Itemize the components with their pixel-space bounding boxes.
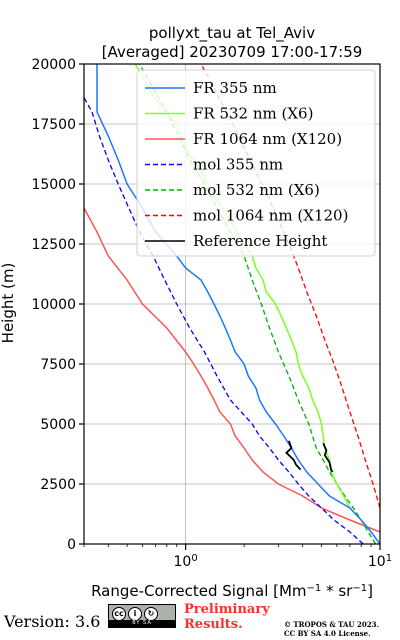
series-line [200, 63, 381, 509]
series-line [83, 97, 364, 545]
series-line [285, 440, 302, 471]
series-line [83, 207, 381, 533]
x-tick-label-base: 10 [368, 554, 386, 570]
footer: Version: 3.6 cc i ↻ BY SA Preliminary Re… [0, 600, 400, 640]
x-axis-label-exp2: −1 [352, 583, 367, 594]
x-axis-label-end: ] [367, 582, 373, 600]
legend-label: FR 355 nm [193, 79, 277, 97]
y-tick-label: 10000 [31, 297, 76, 313]
cc-icons: cc i ↻ [112, 607, 158, 621]
chart: pollyxt_tau at Tel_Aviv [Averaged] 20230… [0, 24, 392, 600]
copyright-line1: © TROPOS & TAU 2023. [284, 620, 379, 629]
y-tick-label: 12500 [31, 237, 76, 253]
cc-sa-icon: ↻ [144, 607, 158, 621]
cc-logo-icon: cc [112, 607, 126, 621]
chart-title-line1: pollyxt_tau at Tel_Aviv [149, 24, 315, 43]
cc-by-icon: i [128, 607, 142, 621]
x-tick-label-exp: 0 [191, 553, 197, 564]
legend: FR 355 nm FR 532 nm (X6) FR 1064 nm (X120)… [136, 69, 376, 257]
y-tick-label: 7500 [40, 357, 76, 373]
legend-label: Reference Height [193, 232, 327, 250]
x-axis-label-main: Range-Corrected Signal [Mm [91, 582, 306, 600]
legend-label: mol 355 nm [193, 156, 283, 174]
legend-label: FR 532 nm (X6) [193, 105, 313, 123]
preliminary-line2: Results. [184, 617, 243, 632]
x-axis-label: Range-Corrected Signal [Mm−1 * sr−1] [91, 582, 373, 600]
x-tick-label-base: 10 [174, 554, 192, 570]
x-tick-label: 100 [174, 553, 198, 571]
y-axis-label: Height (m) [0, 263, 17, 344]
x-tick-label: 101 [368, 553, 392, 571]
cc-license-badge[interactable]: cc i ↻ BY SA [108, 604, 176, 628]
y-tick-label: 5000 [40, 417, 76, 433]
x-axis-label-mid: * sr [321, 582, 353, 600]
copyright: © TROPOS & TAU 2023. CC BY SA 4.0 Licens… [284, 620, 379, 638]
legend-label: mol 1064 nm (X120) [193, 207, 348, 225]
legend-label: mol 532 nm (X6) [193, 181, 320, 199]
series-line [96, 64, 381, 545]
preliminary-note: Preliminary Results. [184, 602, 270, 632]
legend-label: FR 1064 nm (X120) [193, 130, 342, 148]
legend-box [136, 69, 376, 257]
copyright-line2: CC BY SA 4.0 License. [284, 629, 371, 638]
y-tick-label: 17500 [31, 117, 76, 133]
series-line [322, 442, 334, 473]
preliminary-line1: Preliminary [184, 602, 270, 617]
x-axis-label-exp1: −1 [307, 583, 322, 594]
x-tick-label-exp: 1 [386, 553, 392, 564]
cc-badge-text: BY SA [109, 620, 175, 627]
version-label: Version: 3.6 [4, 612, 101, 631]
y-tick-label: 20000 [31, 57, 76, 73]
y-tick-label: 15000 [31, 177, 76, 193]
axes: 0250050007500100001250015000175002000010… [31, 57, 392, 570]
y-tick-label: 2500 [40, 477, 76, 493]
y-tick-label: 0 [67, 537, 76, 553]
chart-title-line2: [Averaged] 20230709 17:00-17:59 [102, 43, 363, 61]
